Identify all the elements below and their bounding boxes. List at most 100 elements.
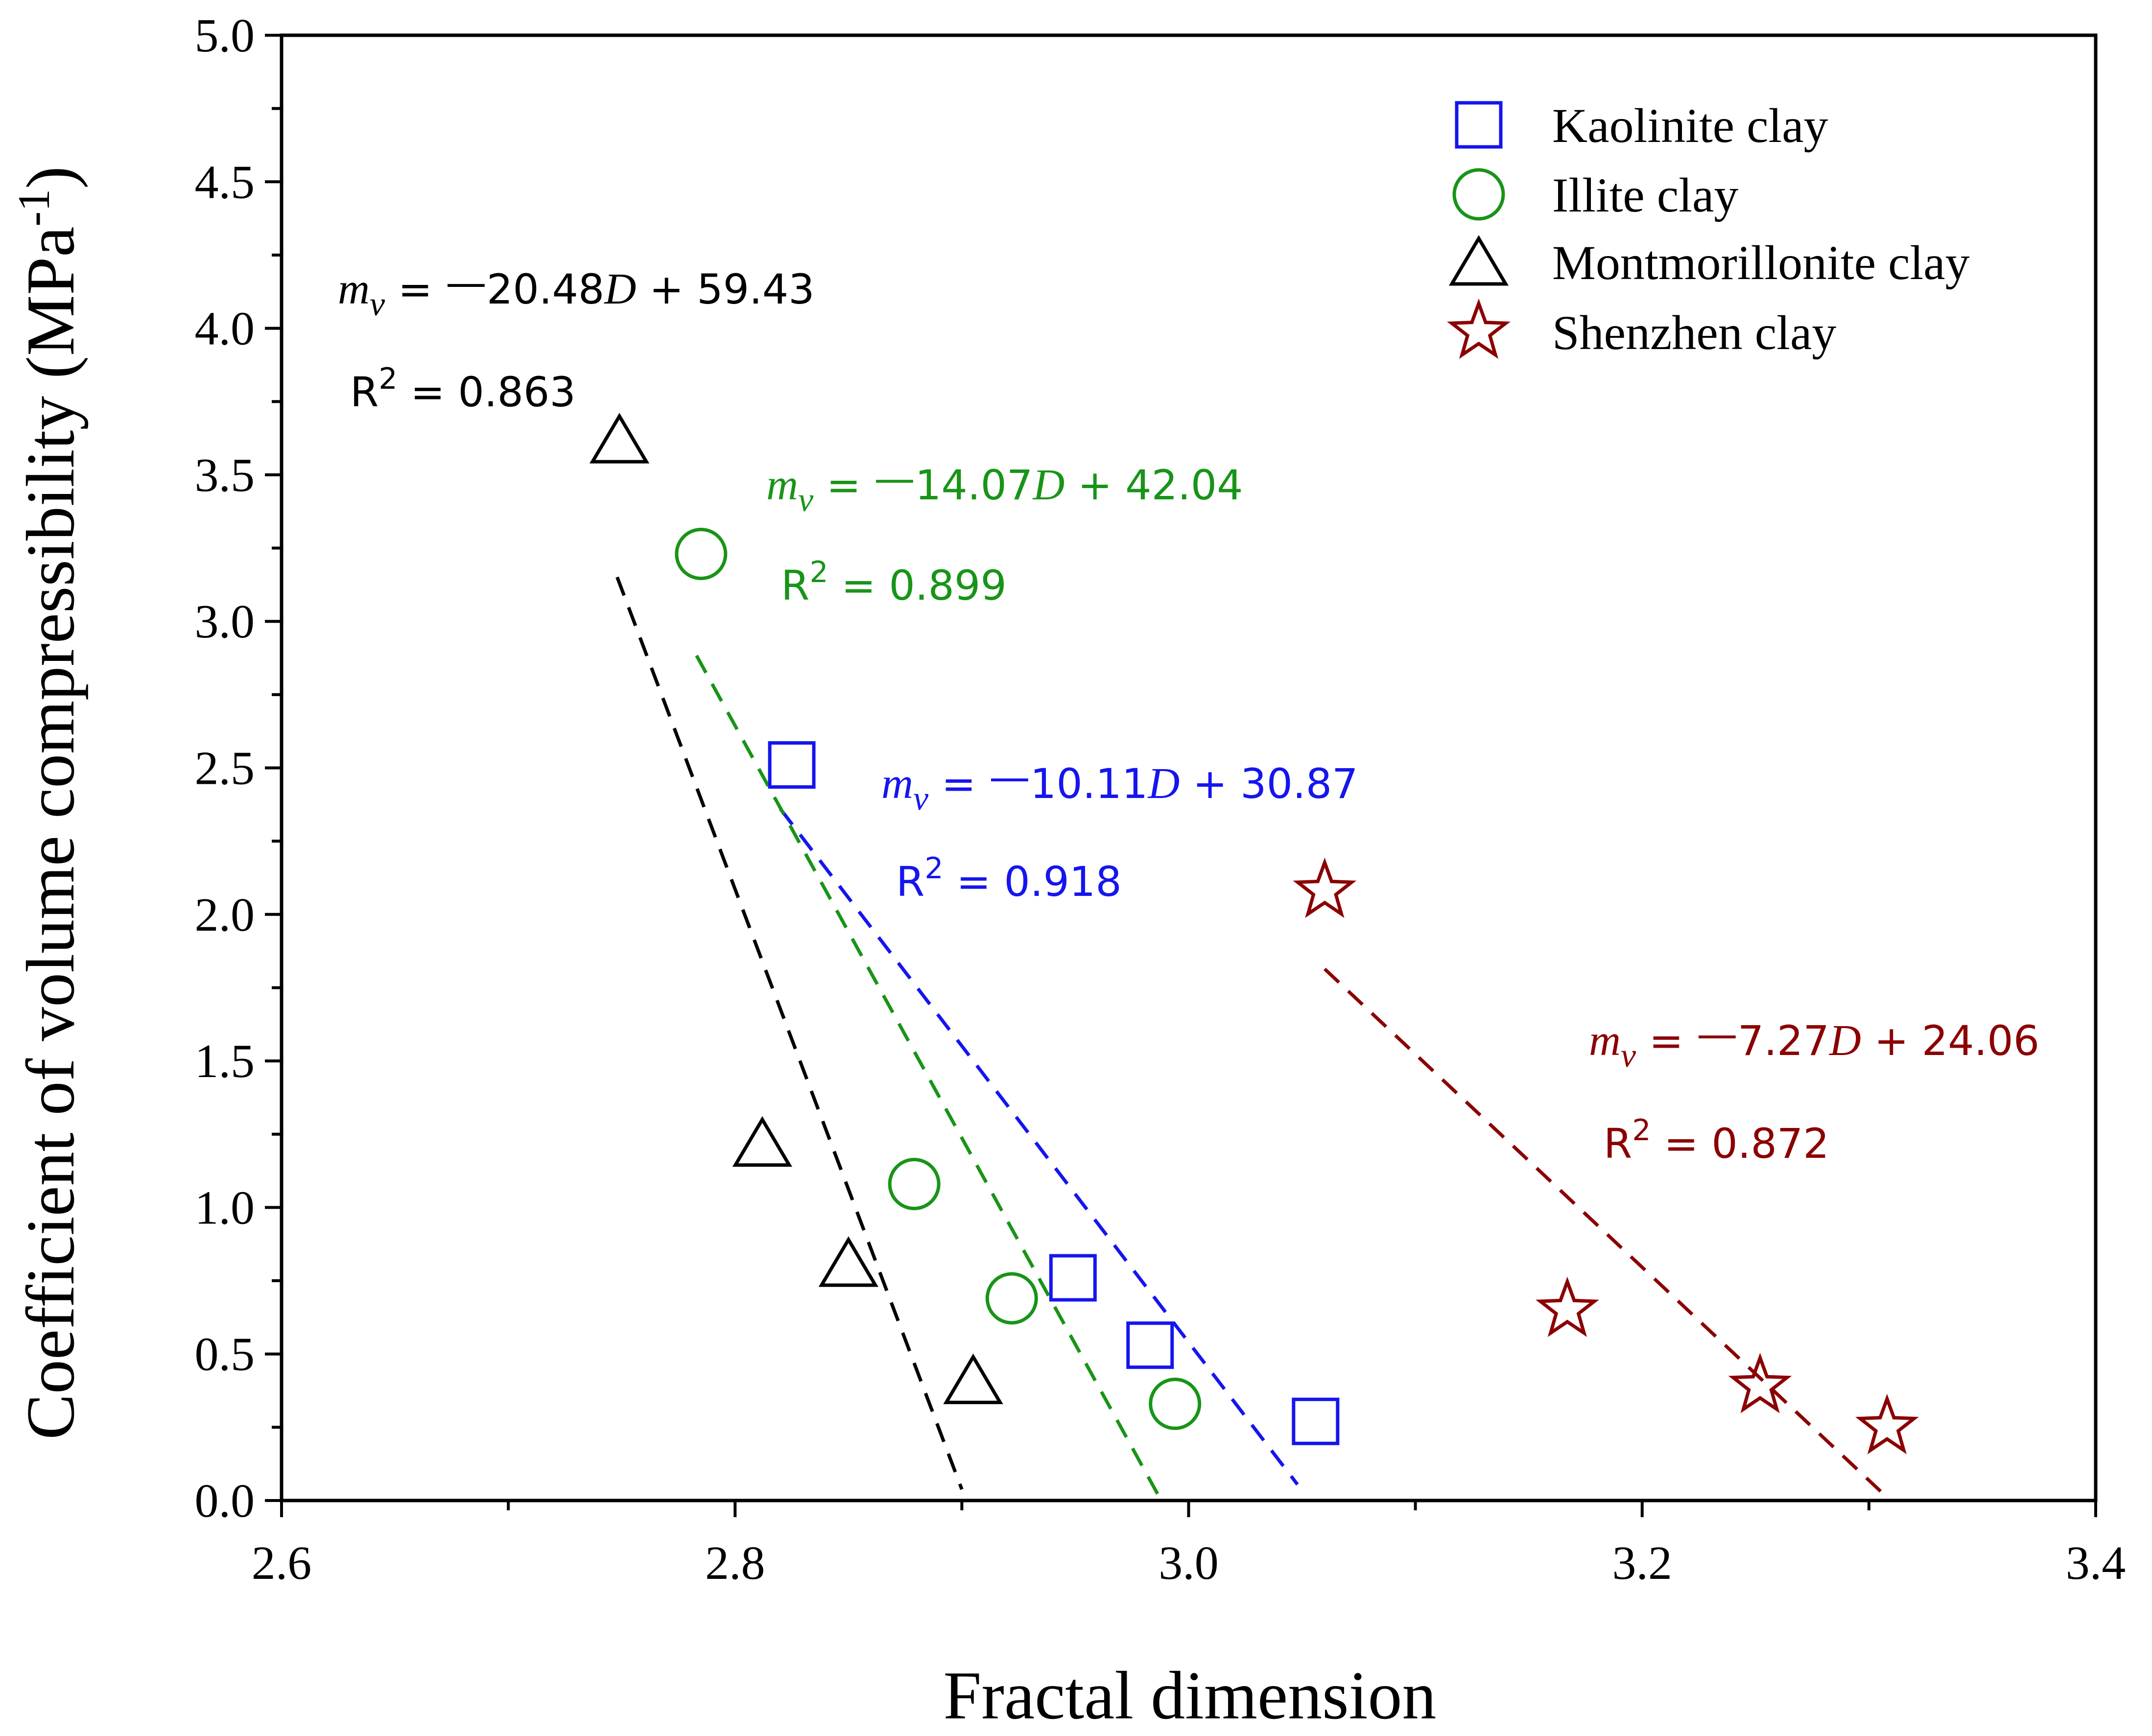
y-tick-label: 1.5 [195,1035,255,1088]
legend-marker-kaolinite [1455,101,1503,149]
x-tick-label: 3.0 [1159,1537,1219,1590]
illite-data-point [675,528,728,581]
equation-subscript-v: v [913,780,929,818]
y-tick-label: 1.0 [195,1181,255,1234]
kaolinite-data-point [1126,1321,1174,1369]
montmorillonite-data-point [732,1116,792,1167]
equation-slope: 7.27 [1738,1017,1829,1065]
equation-symbol-m: m [881,759,913,808]
equation-intercept: + 42.04 [1064,461,1243,509]
equation-intercept: + 59.43 [636,265,814,313]
axes-group: 2.6 2.8 3.0 3.2 3.4 0.0 0.5 1.0 1.5 2.0 2.5 3.0 3.5 4… [195,9,2126,1590]
equation-subscript-v: v [370,285,385,323]
equation-subscript-v: v [798,481,814,519]
equation-intercept: + 30.87 [1180,760,1358,808]
illite-data-point [888,1158,941,1211]
r-squared-symbol: R [896,858,924,906]
equation-minus: — [989,753,1030,801]
shenzhen-data-point [1728,1353,1792,1413]
equation-equals: = [1636,1017,1697,1065]
montmorillonite-data-point [589,413,650,464]
montmorillonite-data-point [818,1236,878,1287]
kaolinite-equation: mv = —10.11D + 30.87 [881,753,1358,818]
r-squared-value: = 0.918 [944,858,1122,906]
data-points-group [589,413,1919,1454]
equation-minus: — [874,454,915,502]
equation-equals: = [928,760,989,808]
legend-label-shenzhen: Shenzhen clay [1552,305,1836,360]
y-axis-title-superscript: -1 [9,189,59,227]
x-tick-label: 2.6 [252,1537,312,1590]
y-tick-label: 3.0 [195,595,255,648]
equation-equals: = [385,265,446,313]
illite-r-squared: R2 = 0.899 [781,555,1007,610]
equation-intercept: + 24.06 [1861,1017,2039,1065]
legend-marker-shenzhen [1447,298,1511,359]
equation-slope: 20.48 [487,265,604,313]
y-tick-label: 4.0 [195,303,255,355]
equation-minus: — [446,258,487,306]
equation-symbol-m: m [338,265,370,313]
equation-symbol-m: m [766,461,798,509]
r-squared-superscript: 2 [1632,1113,1651,1148]
r-squared-symbol: R [1604,1120,1632,1168]
equation-slope: 14.07 [915,461,1033,509]
y-axis-title-close: ) [13,166,89,189]
montmorillonite-fit-line [615,576,964,1490]
shenzhen-r-squared: R2 = 0.872 [1604,1113,1829,1168]
kaolinite-data-point [768,741,816,789]
legend: Kaolinite clay Illite clay Montmorillonite… [1447,98,1970,360]
legend-label-illite: Illite clay [1552,168,1738,222]
legend-label-kaolinite: Kaolinite clay [1552,98,1828,153]
x-tick-label: 2.8 [705,1537,765,1590]
montmorillonite-equation: mv = —20.48D + 59.43 [338,258,815,323]
equation-subscript-v: v [1621,1037,1636,1075]
y-tick-label: 5.0 [195,9,255,62]
equation-symbol-d: D [1032,461,1064,509]
y-axis-title-main: Coefficient of volume compressibility (M… [13,227,89,1440]
kaolinite-r-squared: R2 = 0.918 [896,851,1122,906]
fit-lines-group [615,576,1884,1502]
y-tick-label: 2.0 [195,889,255,941]
shenzhen-data-point [1536,1276,1599,1337]
r-squared-value: = 0.863 [398,368,576,416]
shenzhen-data-point [1293,857,1357,918]
r-squared-superscript: 2 [809,555,828,589]
legend-marker-illite [1452,168,1505,221]
equation-symbol-d: D [1828,1016,1861,1065]
equation-symbol-m: m [1589,1016,1621,1065]
r-squared-symbol: R [350,368,378,416]
shenzhen-equation: mv = —7.27D + 24.06 [1589,1010,2039,1075]
legend-label-montmorillonite: Montmorillonite clay [1552,235,1970,290]
y-tick-label: 4.5 [195,156,255,209]
shenzhen-data-point [1855,1394,1919,1454]
y-tick-label: 0.5 [195,1328,255,1381]
equation-slope: 10.11 [1030,760,1148,808]
y-tick-label: 0.0 [195,1475,255,1527]
legend-marker-montmorillonite [1448,235,1509,286]
kaolinite-data-point [1049,1254,1097,1302]
equation-symbol-d: D [1147,759,1180,808]
illite-equation: mv = —14.07D + 42.04 [766,454,1243,519]
x-tick-label: 3.4 [2066,1537,2126,1590]
x-axis-title: Fractal dimension [943,1658,1436,1734]
illite-data-point [985,1272,1038,1325]
y-tick-label: 2.5 [195,742,255,795]
kaolinite-fit-line [779,808,1299,1486]
x-tick-label: 3.2 [1612,1537,1673,1590]
r-squared-superscript: 2 [378,362,397,396]
r-squared-symbol: R [781,562,809,610]
illite-data-point [1149,1377,1202,1430]
y-axis-title: Coefficient of volume compressibility (M… [9,166,89,1439]
equation-symbol-d: D [603,265,636,313]
montmorillonite-r-squared: R2 = 0.863 [350,362,576,416]
r-squared-superscript: 2 [924,851,943,886]
r-squared-value: = 0.872 [1651,1120,1829,1168]
equation-equals: = [813,461,874,509]
montmorillonite-data-point [943,1353,1003,1405]
r-squared-value: = 0.899 [828,562,1007,610]
kaolinite-data-point [1292,1397,1340,1445]
